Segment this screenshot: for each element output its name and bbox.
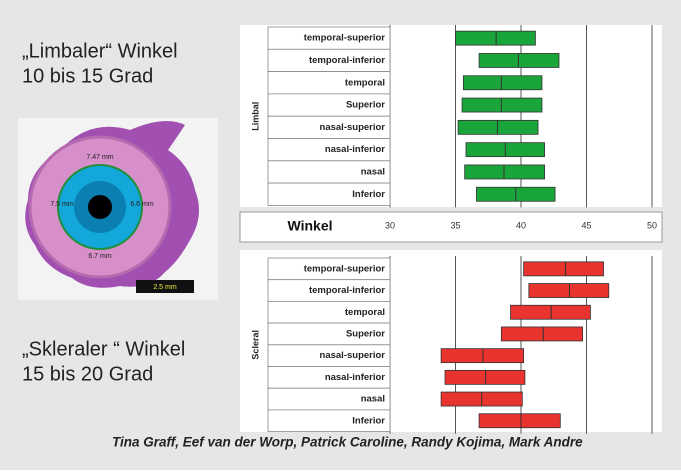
authors: Tina Graff, Eef van der Worp, Patrick Ca… [112, 435, 583, 450]
y-tick-label: nasal [361, 394, 385, 405]
pupil [88, 195, 112, 219]
y-tick-label: nasal-inferior [325, 372, 385, 383]
range-bar [457, 119, 539, 135]
range-bar [478, 413, 561, 429]
x-axis-label: Winkel [288, 218, 333, 234]
x-tick-label: 35 [450, 220, 460, 230]
range-bar [455, 30, 536, 46]
y-tick-label: nasal-superior [320, 350, 386, 361]
y-tick-label: Superior [346, 328, 385, 339]
y-tick-label: nasal-inferior [325, 144, 385, 155]
range-bar [523, 261, 604, 277]
y-tick-label: temporal-superior [304, 33, 386, 44]
limbal-range: 10 bis 15 Grad [22, 65, 153, 87]
x-tick-label: 30 [385, 220, 395, 230]
x-tick-label: 45 [581, 220, 591, 230]
range-bar [440, 348, 525, 364]
category-cell [267, 409, 391, 432]
scale-label: 2.5 mm [153, 284, 177, 291]
category-cell [267, 182, 391, 206]
y-tick-label: temporal [345, 77, 385, 88]
range-bar [510, 304, 591, 320]
range-bar [528, 283, 610, 298]
eye-label: 7.47 mm [86, 154, 113, 161]
range-bar [478, 53, 560, 68]
range-bar [464, 164, 545, 180]
range-bar [500, 326, 583, 342]
range-bar [462, 75, 543, 91]
x-tick-label: 50 [647, 220, 657, 230]
scleral-title: „Skleraler “ Winkel [22, 338, 185, 360]
y-tick-label: temporal-inferior [309, 285, 385, 296]
y-tick-label: Inferior [352, 189, 385, 200]
y-tick-label: temporal [345, 307, 385, 318]
eye-label: 7.5 mm [50, 201, 74, 208]
y-tick-label: temporal-superior [304, 263, 386, 274]
eye-image: 7.47 mm 7.5 mm 6.6 mm 6.7 mm 2.5 mm [18, 118, 218, 300]
y-tick-label: Superior [346, 100, 385, 111]
x-tick-label: 40 [516, 220, 526, 230]
y-tick-label: nasal-superior [320, 122, 386, 133]
limbal-title: „Limbaler“ Winkel [22, 40, 178, 62]
range-bar [444, 369, 526, 385]
eye-label: 6.7 mm [88, 253, 112, 260]
range-bar [461, 97, 543, 113]
eye-label: 6.6 mm [130, 201, 154, 208]
y-axis-label: Scleral [250, 330, 260, 360]
y-tick-label: temporal-inferior [309, 55, 385, 66]
scleral-range: 15 bis 20 Grad [22, 363, 153, 385]
scale-bar [136, 280, 194, 293]
y-tick-label: nasal [361, 166, 385, 177]
y-axis-label: Limbal [250, 102, 260, 131]
axis-panel [239, 211, 663, 243]
y-tick-label: Inferior [352, 415, 385, 426]
